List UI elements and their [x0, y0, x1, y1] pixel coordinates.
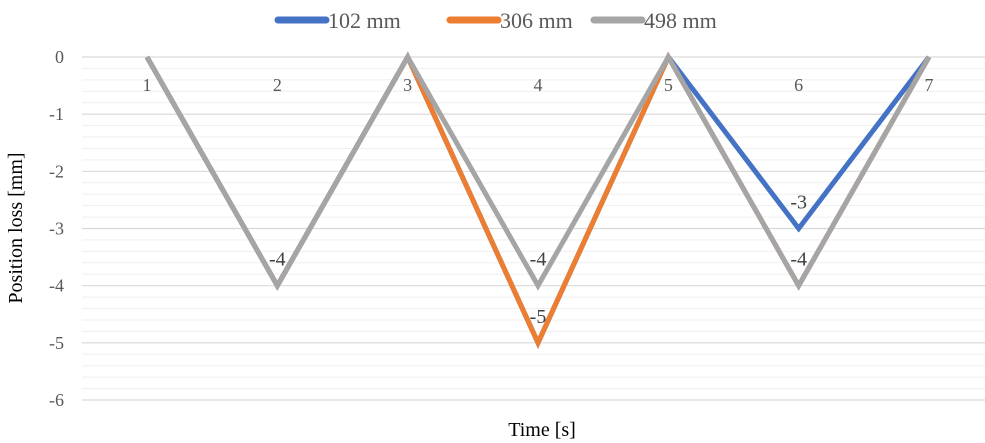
x-category-label: 7	[925, 75, 934, 95]
legend-label: 306 mm	[500, 8, 573, 33]
gridlines	[82, 56, 985, 401]
data-label: -4	[269, 249, 286, 271]
x-category-label: 3	[403, 75, 412, 95]
legend-label: 498 mm	[644, 8, 717, 33]
data-label: -5	[530, 306, 547, 328]
series-lines	[144, 51, 932, 349]
y-tick-label: -1	[49, 104, 64, 124]
y-tick-label: -2	[49, 161, 64, 181]
y-tick-label: 0	[55, 47, 64, 67]
y-tick-label: -3	[49, 219, 64, 239]
x-category-label: 2	[273, 75, 282, 95]
series-line-498-mm	[144, 51, 932, 291]
x-axis-category-labels: 1 2 3 4 5 6 7	[143, 75, 934, 95]
legend: 102 mm 306 mm 498 mm	[274, 8, 717, 33]
x-category-label: 6	[794, 75, 803, 95]
data-labels: -4 -4 -5 -3 -4	[269, 192, 807, 328]
x-category-label: 1	[143, 75, 152, 95]
legend-label: 102 mm	[328, 8, 401, 33]
data-label: -4	[530, 249, 547, 271]
data-label: -4	[790, 249, 807, 271]
series-line-306-mm	[144, 51, 932, 349]
series-line-102-mm	[144, 51, 931, 349]
y-axis-ticks: 0 -1 -2 -3 -4 -5 -6	[49, 47, 64, 410]
y-tick-label: -4	[49, 276, 64, 296]
y-tick-label: -6	[49, 390, 64, 410]
y-axis-title: Position loss [mm]	[5, 152, 27, 303]
x-axis-title: Time [s]	[508, 419, 576, 441]
y-tick-label: -5	[49, 333, 64, 353]
x-category-label: 4	[534, 75, 543, 95]
x-category-label: 5	[664, 75, 673, 95]
data-label: -3	[790, 192, 807, 214]
